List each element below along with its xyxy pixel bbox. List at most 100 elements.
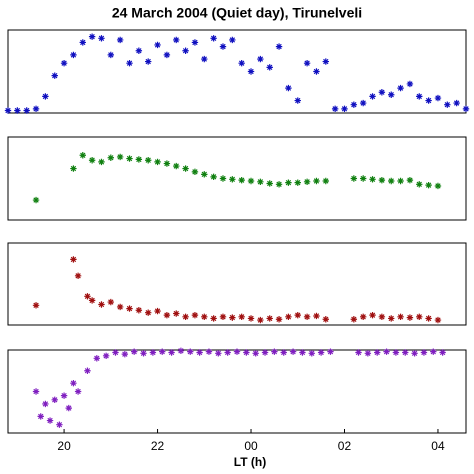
point [60, 392, 68, 399]
point [201, 313, 208, 320]
x-tick-label: 22 [151, 439, 165, 453]
chart-title: 24 March 2004 (Quiet day), Tirunelveli [112, 5, 362, 21]
point [416, 313, 423, 320]
point [154, 307, 161, 315]
point [88, 33, 96, 40]
point [275, 181, 283, 188]
point [313, 312, 320, 320]
point [140, 350, 147, 357]
point [289, 348, 297, 355]
point [163, 160, 171, 167]
point [107, 154, 115, 161]
point [285, 313, 292, 320]
point [98, 158, 105, 166]
point [303, 178, 311, 186]
x-tick-label: 20 [57, 439, 71, 453]
point [261, 349, 269, 356]
point [191, 311, 199, 319]
x-tick-label: 04 [431, 439, 445, 453]
point [102, 352, 110, 360]
point [219, 43, 227, 50]
point [350, 175, 358, 182]
point [32, 105, 40, 113]
point [374, 349, 381, 356]
point [350, 101, 358, 108]
point [93, 355, 100, 362]
point [416, 181, 423, 188]
point [444, 101, 451, 108]
point [406, 176, 414, 184]
point [201, 171, 208, 178]
point [116, 153, 124, 161]
point [116, 36, 124, 44]
point [215, 350, 222, 357]
point [266, 315, 273, 322]
point [154, 158, 161, 166]
point [65, 404, 72, 412]
point [229, 314, 236, 321]
point [70, 165, 77, 172]
point [257, 316, 264, 324]
point [275, 43, 283, 50]
point [210, 35, 217, 42]
point [205, 348, 213, 355]
point [191, 168, 199, 176]
point [322, 177, 329, 185]
point [294, 97, 301, 104]
point [84, 293, 91, 300]
point [196, 349, 203, 356]
point [135, 156, 143, 163]
point [383, 348, 390, 355]
point [56, 421, 63, 428]
point [285, 179, 292, 186]
point [126, 155, 133, 162]
point [453, 99, 460, 107]
point [70, 380, 77, 387]
point [425, 97, 432, 104]
point [32, 388, 40, 395]
point [322, 58, 329, 65]
point [70, 51, 77, 59]
point [173, 162, 180, 170]
point [42, 400, 49, 408]
point [182, 165, 189, 172]
point [378, 313, 386, 320]
point [275, 316, 283, 323]
point [88, 157, 96, 164]
point [388, 315, 395, 322]
point [378, 176, 386, 184]
point [145, 58, 152, 65]
point [434, 316, 442, 324]
point [163, 51, 171, 59]
point [84, 367, 91, 374]
point [201, 55, 208, 63]
x-tick-label: 00 [244, 439, 258, 453]
point [420, 349, 428, 356]
point [173, 36, 180, 44]
point [224, 349, 231, 356]
point [369, 176, 376, 183]
point [229, 36, 236, 44]
point [322, 316, 329, 323]
point [126, 60, 133, 67]
point [145, 157, 152, 164]
point [121, 350, 129, 358]
point [425, 181, 432, 189]
point [252, 350, 259, 357]
point [126, 305, 133, 312]
point [51, 72, 58, 79]
point [266, 180, 273, 187]
point [70, 256, 77, 263]
point [439, 349, 446, 356]
point [37, 413, 44, 420]
panel-frame [7, 242, 467, 326]
point [238, 60, 245, 67]
point [210, 315, 217, 322]
point [177, 347, 185, 355]
point [247, 177, 255, 185]
point [4, 107, 12, 114]
point [247, 315, 255, 322]
point [229, 176, 236, 183]
point [173, 310, 180, 317]
